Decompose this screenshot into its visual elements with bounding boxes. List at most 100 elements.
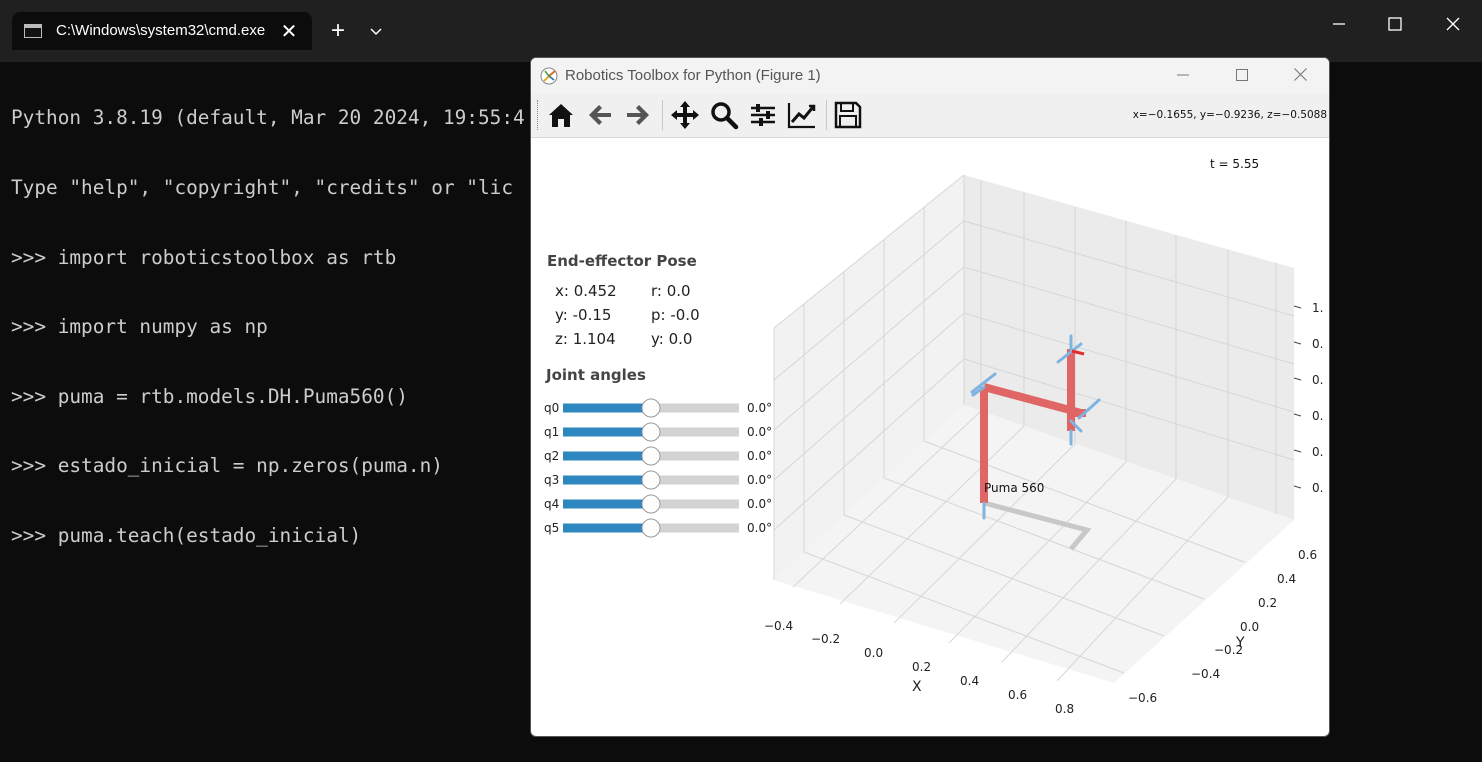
z-tick-label: 0.: [1312, 337, 1323, 351]
joint-slider-q2[interactable]: q2 0.0°: [544, 446, 772, 466]
slider-handle[interactable]: [641, 398, 661, 418]
terminal-line: Type "help", "copyright", "credits" or "…: [11, 176, 513, 199]
y-tick-label: 0.4: [1277, 572, 1296, 586]
joints-heading: Joint angles: [545, 366, 646, 384]
axes-pane-left: [774, 175, 964, 580]
x-tick-label: −0.4: [764, 619, 793, 633]
minimize-button[interactable]: [1316, 10, 1362, 42]
edit-axis-icon[interactable]: [785, 98, 819, 132]
x-tick-label: 0.8: [1055, 702, 1074, 716]
robot-links: [980, 349, 1086, 503]
joint-value: 0.0°: [747, 425, 772, 439]
joint-sliders: q0 0.0° q1 0.0° q2 0.0° q3 0.0° q4 0.0° q5 0.0°: [544, 398, 772, 538]
figure-maximize-button[interactable]: [1219, 60, 1265, 92]
z-tick-label: 1.: [1312, 301, 1323, 315]
toolbar-separator: [826, 100, 827, 130]
home-icon[interactable]: [544, 98, 578, 132]
axes-gridlines: [773, 174, 1295, 682]
maximize-button[interactable]: [1372, 10, 1418, 42]
figure-titlebar[interactable]: Robotics Toolbox for Python (Figure 1): [531, 58, 1329, 94]
terminal-line: >>> puma = rtb.models.DH.Puma560(): [11, 384, 408, 408]
close-window-button[interactable]: [1430, 10, 1476, 42]
joint-label: q3: [544, 473, 559, 487]
slider-fill: [563, 403, 651, 413]
y-tick-label: −0.4: [1191, 667, 1220, 681]
x-axis-label: X: [912, 679, 922, 695]
y-tick-label: 0.0: [1240, 620, 1259, 634]
slider-fill: [563, 451, 651, 461]
toolbar-grip[interactable]: [537, 100, 540, 130]
zoom-icon[interactable]: [707, 98, 741, 132]
x-tick-label: −0.2: [811, 632, 840, 646]
x-tick-labels: −0.4 −0.2 0.0 0.2 0.4 0.6 0.8: [764, 619, 1074, 716]
terminal-output[interactable]: Python 3.8.19 (default, Mar 20 2024, 19:…: [11, 60, 525, 570]
y-tick-label: −0.6: [1128, 691, 1157, 705]
figure-minimize-button[interactable]: [1160, 60, 1206, 92]
y-tick-label: 0.2: [1258, 596, 1277, 610]
terminal-line: >>> estado_inicial = np.zeros(puma.n): [11, 454, 443, 478]
terminal-titlebar: C:\Windows\system32\cmd.exe ✕ +: [0, 0, 1482, 62]
pan-icon[interactable]: [668, 98, 702, 132]
pose-yaw: y: 0.0: [651, 330, 692, 348]
joint-slider-q0[interactable]: q0 0.0°: [544, 398, 772, 418]
pose-x: x: 0.452: [555, 282, 617, 300]
pose-heading: End-effector Pose: [547, 252, 697, 270]
terminal-tab[interactable]: C:\Windows\system32\cmd.exe ✕: [12, 12, 312, 50]
z-tick-label: 0.: [1312, 373, 1323, 387]
pose-values: x: 0.452 y: -0.15 z: 1.104 r: 0.0 p: -0.…: [555, 282, 700, 348]
z-tick-label: 0.: [1312, 481, 1323, 495]
cmd-icon: [24, 24, 42, 38]
figure-canvas[interactable]: −0.4 −0.2 0.0 0.2 0.4 0.6 0.8 X 0.6 0.4 …: [531, 138, 1330, 737]
configure-subplots-icon[interactable]: [746, 98, 780, 132]
terminal-line: >>> puma.teach(estado_inicial): [11, 523, 362, 547]
joint-label: q4: [544, 497, 559, 511]
close-tab-icon[interactable]: ✕: [280, 19, 298, 43]
slider-handle[interactable]: [641, 470, 661, 490]
figure-close-button[interactable]: [1277, 60, 1323, 92]
chevron-down-icon[interactable]: [364, 18, 388, 46]
robot-frames: [970, 334, 1101, 520]
joint-slider-q3[interactable]: q3 0.0°: [544, 470, 772, 490]
back-icon[interactable]: [583, 98, 617, 132]
pose-pitch: p: -0.0: [651, 306, 700, 324]
figure-title: Robotics Toolbox for Python (Figure 1): [565, 67, 821, 84]
joint-value: 0.0°: [747, 473, 772, 487]
terminal-tab-title: C:\Windows\system32\cmd.exe: [56, 22, 266, 39]
slider-fill: [563, 523, 651, 533]
matplotlib-logo-icon: [540, 67, 558, 85]
y-tick-labels: 0.6 0.4 0.2 0.0 −0.2 −0.4 −0.6: [1128, 548, 1317, 705]
joint-slider-q1[interactable]: q1 0.0°: [544, 422, 772, 442]
z-tick-labels: 1. 0. 0. 0. 0. 0.: [1312, 301, 1323, 495]
slider-fill: [563, 427, 651, 437]
time-label: t = 5.55: [1210, 157, 1259, 171]
joint-label: q0: [544, 401, 559, 415]
x-tick-label: 0.6: [1008, 688, 1027, 702]
joint-slider-q4[interactable]: q4 0.0°: [544, 494, 772, 514]
terminal-line: >>> import numpy as np: [11, 315, 268, 339]
joint-value: 0.0°: [747, 449, 772, 463]
slider-handle[interactable]: [641, 518, 661, 538]
x-tick-label: 0.0: [864, 646, 883, 660]
new-tab-button[interactable]: +: [330, 17, 345, 44]
slider-fill: [563, 499, 651, 509]
x-tick-label: 0.4: [960, 674, 979, 688]
z-tick-label: 0.: [1312, 445, 1323, 459]
joint-value: 0.0°: [747, 401, 772, 415]
x-tick-label: 0.2: [912, 660, 931, 674]
figure-window: Robotics Toolbox for Python (Figure 1): [530, 57, 1330, 737]
slider-handle[interactable]: [641, 422, 661, 442]
terminal-line: >>> import roboticstoolbox as rtb: [11, 245, 397, 269]
robot-shadow: [983, 500, 1092, 551]
joint-slider-q5[interactable]: q5 0.0°: [544, 518, 772, 538]
slider-handle[interactable]: [641, 446, 661, 466]
joint-value: 0.0°: [747, 497, 772, 511]
robot-name-label: Puma 560: [984, 481, 1044, 495]
z-tick-label: 0.: [1312, 409, 1323, 423]
forward-icon[interactable]: [621, 98, 655, 132]
joint-label: q1: [544, 425, 559, 439]
y-axis-label: Y: [1235, 635, 1245, 651]
z-axis-ticks: [1293, 305, 1302, 489]
navigation-toolbar: x=−0.1655, y=−0.9236, z=−0.5088: [531, 94, 1329, 138]
save-icon[interactable]: [831, 98, 865, 132]
slider-handle[interactable]: [641, 494, 661, 514]
